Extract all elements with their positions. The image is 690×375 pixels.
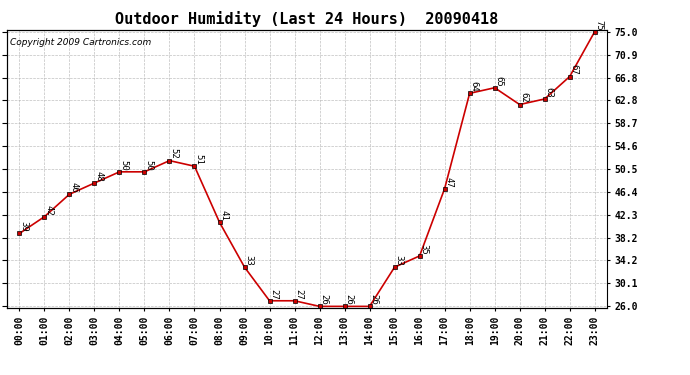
Text: 50: 50 bbox=[119, 160, 128, 171]
Text: 48: 48 bbox=[94, 171, 103, 182]
Text: 26: 26 bbox=[344, 294, 353, 305]
Text: 63: 63 bbox=[544, 87, 553, 98]
Text: 39: 39 bbox=[19, 221, 28, 232]
Text: 42: 42 bbox=[44, 204, 53, 215]
Text: 64: 64 bbox=[469, 81, 478, 92]
Title: Outdoor Humidity (Last 24 Hours)  20090418: Outdoor Humidity (Last 24 Hours) 2009041… bbox=[115, 12, 499, 27]
Text: 26: 26 bbox=[319, 294, 328, 305]
Text: 26: 26 bbox=[369, 294, 378, 305]
Text: 33: 33 bbox=[244, 255, 253, 266]
Text: 51: 51 bbox=[194, 154, 203, 165]
Text: 47: 47 bbox=[444, 177, 453, 187]
Text: 67: 67 bbox=[569, 64, 578, 75]
Text: 27: 27 bbox=[294, 289, 303, 299]
Text: 46: 46 bbox=[69, 182, 78, 193]
Text: 75: 75 bbox=[594, 20, 603, 30]
Text: Copyright 2009 Cartronics.com: Copyright 2009 Cartronics.com bbox=[10, 38, 151, 47]
Text: 50: 50 bbox=[144, 160, 153, 171]
Text: 41: 41 bbox=[219, 210, 228, 221]
Text: 27: 27 bbox=[269, 289, 278, 299]
Text: 33: 33 bbox=[394, 255, 403, 266]
Text: 62: 62 bbox=[520, 92, 529, 103]
Text: 65: 65 bbox=[494, 76, 503, 86]
Text: 35: 35 bbox=[420, 244, 428, 255]
Text: 52: 52 bbox=[169, 148, 178, 159]
